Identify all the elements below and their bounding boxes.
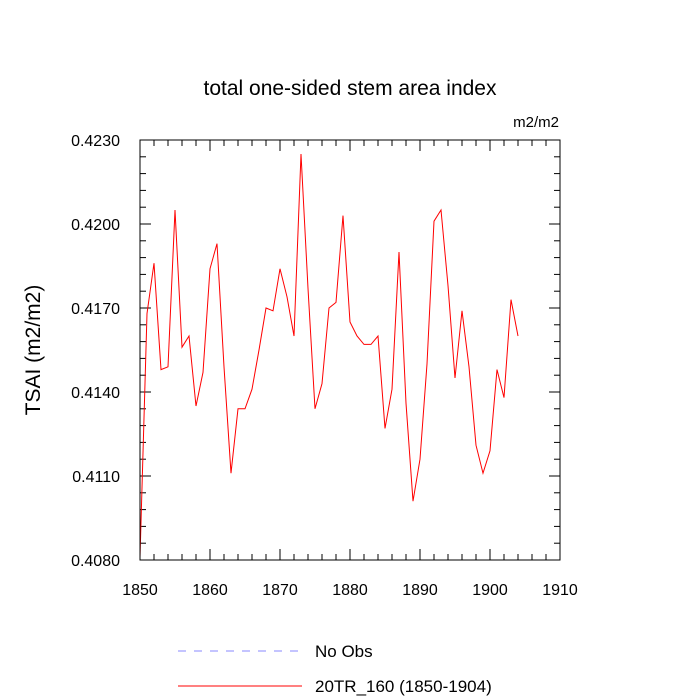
x-tick-labels: 1850 1860 1870 1880 1890 1900 1910 — [122, 582, 578, 599]
legend: No Obs 20TR_160 (1850-1904) — [178, 642, 492, 696]
y-tick-label: 0.4230 — [71, 133, 120, 150]
y-tick-label: 0.4170 — [71, 301, 120, 318]
x-tick-label: 1860 — [192, 582, 228, 599]
x-tick-label: 1870 — [262, 582, 298, 599]
y-axis-label: TSAI (m2/m2) — [22, 285, 45, 416]
series-group — [139, 153, 519, 558]
chart-title: total one-sided stem area index — [203, 77, 497, 100]
axis-ticks — [139, 139, 561, 561]
units-label: m2/m2 — [513, 114, 559, 131]
y-tick-labels: 0.4080 0.4110 0.4140 0.4170 0.4200 0.4230 — [71, 133, 120, 570]
y-tick-label: 0.4140 — [71, 385, 120, 402]
x-tick-label: 1890 — [402, 582, 438, 599]
x-tick-label: 1910 — [542, 582, 578, 599]
legend-no-obs-label: No Obs — [315, 642, 373, 661]
x-tick-label: 1900 — [472, 582, 508, 599]
y-tick-label: 0.4110 — [72, 469, 120, 486]
legend-20tr-label: 20TR_160 (1850-1904) — [315, 677, 492, 696]
series-line-20tr-160 — [139, 153, 519, 558]
y-tick-label: 0.4200 — [71, 217, 120, 234]
x-tick-label: 1880 — [332, 582, 368, 599]
plot-frame — [139, 139, 561, 561]
x-tick-label: 1850 — [122, 582, 158, 599]
y-tick-label: 0.4080 — [71, 553, 120, 570]
